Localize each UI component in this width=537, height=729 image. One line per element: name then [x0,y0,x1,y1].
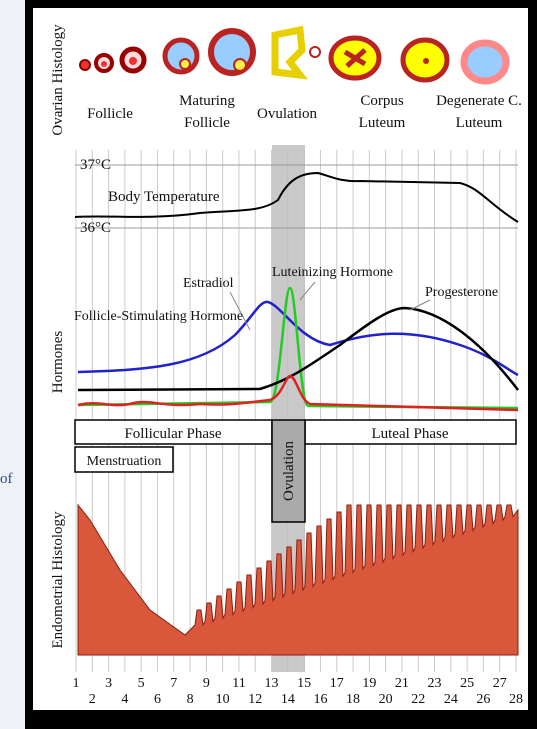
hormones-label: Hormones [50,331,66,394]
stage-label: Follicle [87,106,133,122]
day-label: 14 [281,692,295,707]
day-label: 12 [248,692,262,707]
day-label: 17 [330,676,344,691]
side-text: of [0,471,13,487]
page: {"side_text":"of", "ovarian":{"label":"O… [0,0,537,729]
day-label: 24 [444,692,458,707]
fsh-label: Follicle-Stimulating Hormone [74,309,243,324]
day-label: 10 [216,692,230,707]
day-label: 4 [121,692,128,707]
day-label: 9 [203,676,210,691]
temp-low: 36°C [80,220,111,236]
endometrium-label: Endometrial Histology [50,511,66,649]
progesterone-label: Progesterone [425,285,498,300]
day-label: 5 [138,676,145,691]
day-label: 20 [379,692,393,707]
day-label: 23 [428,676,442,691]
day-label: 26 [476,692,490,707]
day-label: 27 [493,676,507,691]
day-label: 6 [154,692,161,707]
stage-label: Ovulation [257,106,317,122]
diagram: of Ovarian Histology FollicleMaturingFol… [0,0,537,729]
day-label: 28 [509,692,523,707]
day-label: 16 [313,692,327,707]
temp-high: 37°C [80,157,111,173]
day-label: 8 [187,692,194,707]
day-label: 25 [460,676,474,691]
day-label: 2 [89,692,96,707]
ovulation-label: Ovulation [281,441,297,501]
follicular-label: Follicular Phase [124,426,221,442]
day-label: 13 [265,676,279,691]
day-label: 19 [362,676,376,691]
ovarian-label: Ovarian Histology [50,24,66,136]
luteal-label: Luteal Phase [371,426,448,442]
estradiol-label: Estradiol [183,276,234,291]
day-label: 18 [346,692,360,707]
day-label: 21 [395,676,409,691]
lh-label: Luteinizing Hormone [272,265,393,280]
day-label: 22 [411,692,425,707]
day-label: 7 [170,676,177,691]
day-label: 11 [232,676,245,691]
temp-label: Body Temperature [108,189,220,205]
menstruation-label: Menstruation [87,454,162,469]
day-label: 1 [73,676,80,691]
day-label: 3 [105,676,112,691]
day-label: 15 [297,676,311,691]
